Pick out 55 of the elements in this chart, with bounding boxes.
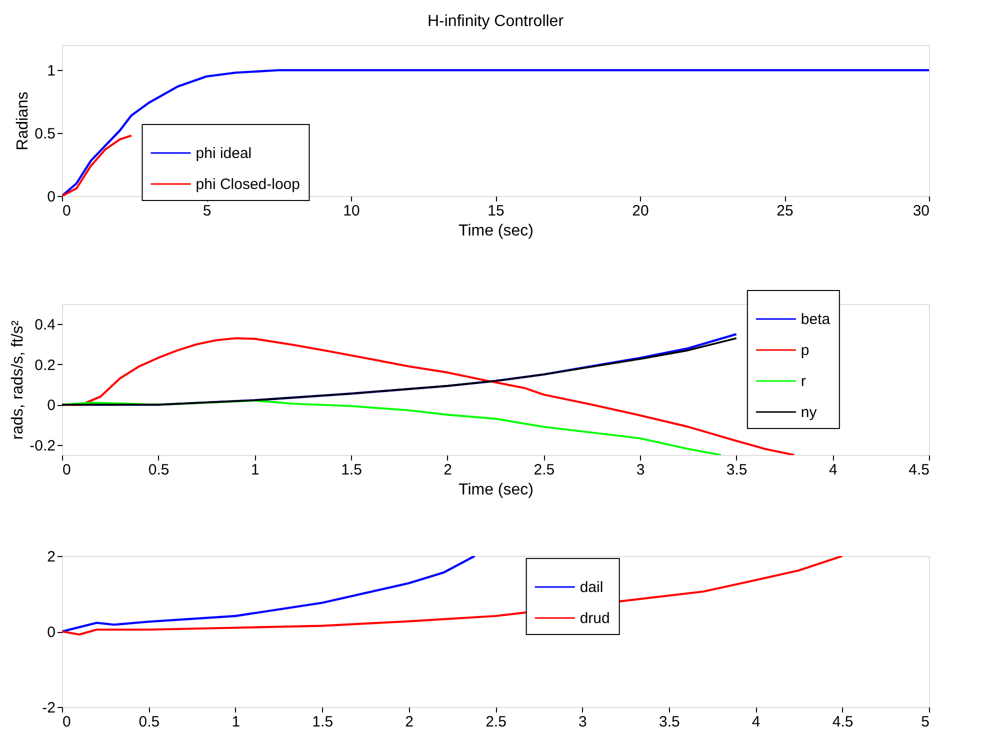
x-tick-label: 2.5 <box>534 462 555 478</box>
y-tick-label: 1 <box>47 62 56 80</box>
y-tick-label: 0 <box>47 624 56 641</box>
legend-label: beta <box>800 311 831 328</box>
x-tick-label: 4.5 <box>832 714 854 730</box>
legend-label: r <box>800 373 806 390</box>
y-tick-label: 0 <box>47 397 56 414</box>
line-series <box>62 400 722 455</box>
x-tick-label: 1.5 <box>341 462 362 478</box>
x-axis-title: Time (sec) <box>458 222 534 240</box>
y-tick-label: -2 <box>42 700 56 716</box>
y-tick-label: 2 <box>47 548 56 566</box>
y-axis-title: rads, rads/s, ft/s² <box>10 320 27 440</box>
x-tick-label: 3.5 <box>658 714 680 730</box>
chart-title: H-infinity Controller <box>427 13 564 30</box>
x-tick-label: 4.5 <box>908 462 930 478</box>
x-tick-label: 4 <box>828 462 838 478</box>
x-tick-label: 0 <box>62 714 71 730</box>
y-tick-label: 0 <box>47 188 56 206</box>
x-tick-label: 0 <box>62 462 71 478</box>
x-tick-label: 3 <box>578 714 587 730</box>
x-tick-label: 3 <box>636 462 645 478</box>
x-tick-label: 0 <box>62 202 71 220</box>
x-axis-title: Time (sec) <box>458 482 534 498</box>
line-series <box>62 69 929 196</box>
legend-label: dail <box>580 579 604 596</box>
x-tick-label: 5 <box>921 714 930 730</box>
x-tick-label: 30 <box>912 202 930 220</box>
x-tick-label: 2 <box>405 714 414 730</box>
x-tick-label: 3.5 <box>726 462 748 478</box>
x-tick-label: 0.5 <box>148 462 170 478</box>
y-tick-label: 0.4 <box>34 316 56 334</box>
y-tick-label: 0.5 <box>34 126 56 143</box>
y-tick-label: -0.2 <box>30 437 56 454</box>
legend-label: drud <box>580 610 610 627</box>
x-tick-label: 25 <box>776 202 794 220</box>
x-tick-label: 0.5 <box>138 714 160 730</box>
y-axis-title: Radians <box>14 92 32 150</box>
x-tick-label: 20 <box>632 202 649 220</box>
x-tick-label: 5 <box>202 202 212 220</box>
line-series <box>62 134 132 196</box>
legend-label: phi ideal <box>196 145 252 162</box>
x-tick-label: 2 <box>444 462 452 478</box>
x-tick-label: 1 <box>250 462 260 478</box>
x-tick-label: 15 <box>488 202 504 220</box>
line-series <box>62 556 476 633</box>
legend-label: phi Closed-loop <box>196 176 300 193</box>
y-tick-label: 0.2 <box>34 356 56 374</box>
x-tick-label: 4 <box>752 714 760 730</box>
x-tick-label: 10 <box>343 202 360 220</box>
legend-label: p <box>800 342 810 359</box>
x-tick-label: 2.5 <box>486 714 506 730</box>
x-tick-label: 1.5 <box>312 714 334 730</box>
legend-label: ny <box>800 404 818 421</box>
x-tick-label: 1 <box>232 714 240 730</box>
